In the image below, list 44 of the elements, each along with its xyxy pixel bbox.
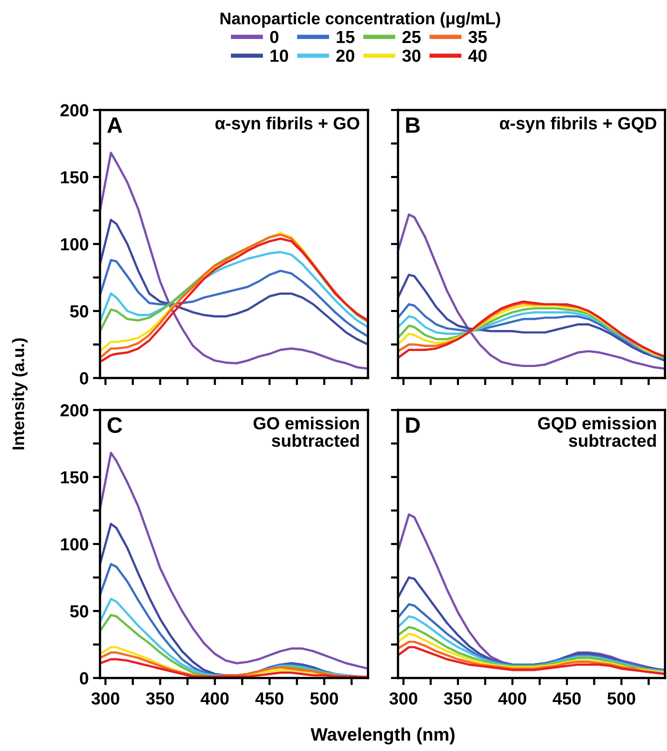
x-tick-label: 400	[200, 692, 229, 705]
line-series	[100, 452, 368, 670]
y-tick-label: 50	[70, 305, 88, 318]
legend-label: 30	[402, 50, 420, 62]
chart-subtitle: α-syn fibrils + GQD	[500, 116, 656, 133]
y-tick-label: 100	[61, 538, 88, 550]
x-tick-label: 450	[255, 692, 284, 705]
y-tick-label: 0	[80, 672, 88, 684]
line-series	[100, 250, 368, 328]
x-tick-label: 350	[444, 692, 472, 705]
line-series	[100, 218, 368, 346]
x-tick-label: 450	[552, 692, 581, 705]
y-tick-label: 150	[61, 171, 88, 184]
chart-title: B	[406, 118, 420, 133]
chart-title: D	[406, 418, 420, 433]
legend-label: 15	[336, 31, 354, 44]
legend-label: 25	[402, 30, 421, 44]
x-tick-label: 500	[607, 692, 636, 705]
x-tick-label: 300	[91, 692, 120, 705]
chart-title: C	[108, 417, 122, 434]
y-axis-title: Intensity (a.u.)	[12, 338, 28, 450]
y-tick-label: 0	[80, 372, 88, 384]
text: GQD emission subtracted	[538, 416, 656, 447]
x-tick-label: 400	[498, 692, 526, 705]
x-tick-label: 300	[389, 692, 418, 705]
y-tick-label: 50	[70, 605, 88, 618]
line-series	[100, 258, 368, 338]
x-tick-label: 350	[146, 692, 174, 705]
y-tick-label: 200	[60, 404, 88, 416]
y-tick-label: 200	[60, 104, 88, 116]
y-tick-label: 100	[61, 238, 88, 250]
legend-label: 0	[270, 30, 278, 44]
legend-label: 35	[468, 30, 487, 44]
x-axis-title: Wavelength (nm)	[310, 728, 454, 744]
legend-label: 20	[336, 50, 354, 62]
legend-title: Nanoparticle concentration (μg/mL)	[220, 12, 500, 28]
x-tick-label: 500	[310, 692, 338, 705]
chart-subtitle: α-syn fibrils + GO	[215, 116, 360, 133]
text: GO emission subtracted	[254, 416, 359, 447]
legend-label: 40	[468, 50, 487, 62]
line-series	[100, 152, 368, 370]
legend-label: 10	[270, 50, 288, 62]
y-tick-label: 150	[61, 471, 88, 484]
chart-title: A	[107, 118, 122, 133]
